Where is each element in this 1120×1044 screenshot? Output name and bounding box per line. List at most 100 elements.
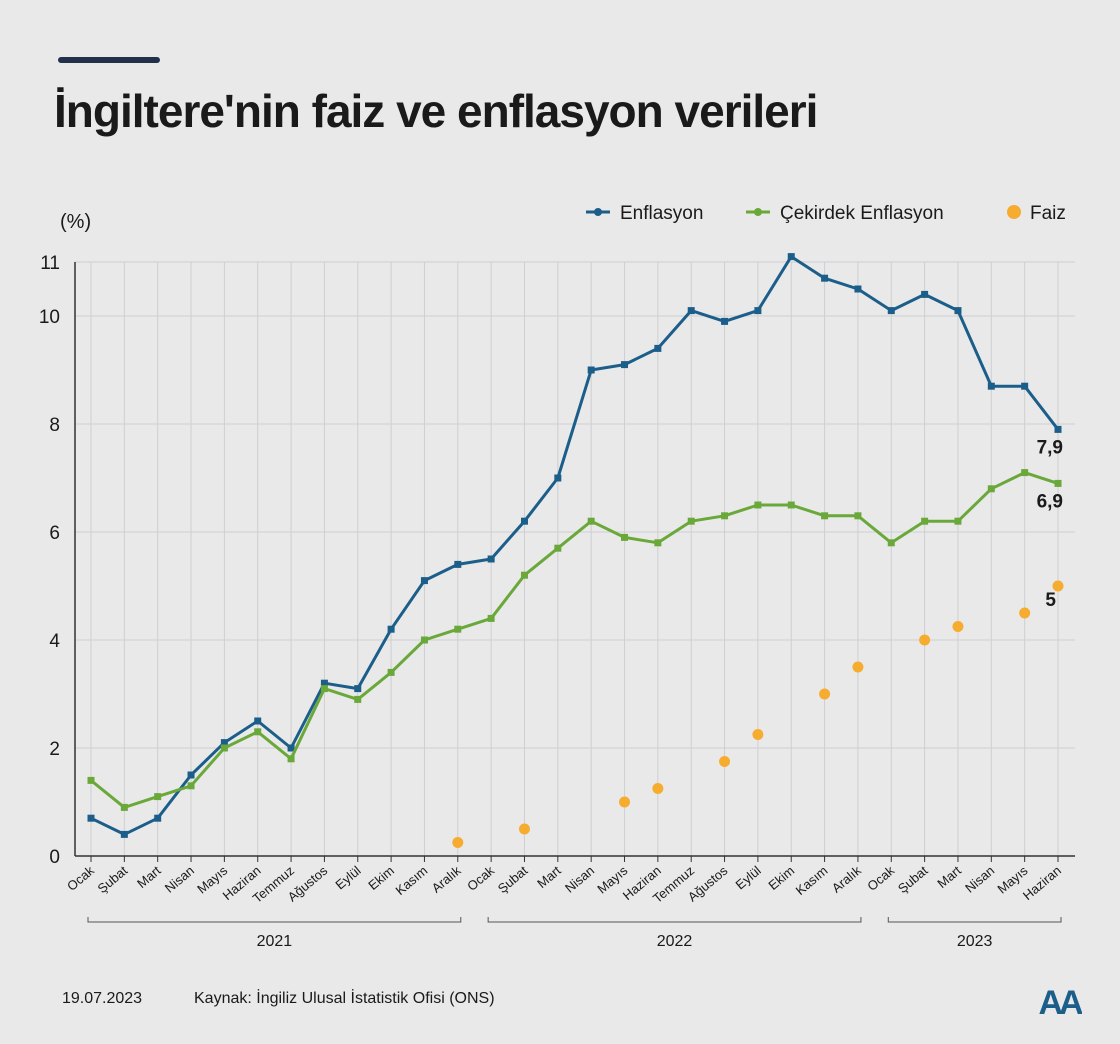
rate-dot <box>652 783 664 794</box>
data-point <box>454 625 462 633</box>
year-bracket <box>487 917 862 923</box>
x-tick-label: Şubat <box>95 863 131 897</box>
data-point <box>854 512 862 520</box>
data-point <box>487 555 495 563</box>
data-point <box>520 517 528 525</box>
data-point <box>287 744 295 752</box>
data-point <box>1054 425 1062 433</box>
data-point <box>754 307 762 315</box>
data-point <box>854 285 862 293</box>
data-point <box>87 814 95 822</box>
data-point <box>1021 469 1029 477</box>
page-title: İngiltere'nin faiz ve enflasyon verileri <box>54 85 818 137</box>
rate-dot <box>752 729 764 740</box>
data-point <box>887 307 895 315</box>
data-point <box>387 625 395 633</box>
rate-dot <box>919 634 931 646</box>
y-tick-label: 8 <box>49 415 60 436</box>
rate-dot <box>819 688 831 700</box>
data-point <box>220 744 228 752</box>
x-tick-label: Nisan <box>562 863 597 896</box>
legend-swatch-marker <box>754 208 762 216</box>
y-tick-label: 2 <box>49 739 60 760</box>
data-point <box>387 668 395 676</box>
data-point <box>954 517 962 525</box>
data-point <box>721 512 729 520</box>
data-point <box>520 571 528 579</box>
data-point <box>887 539 895 547</box>
accent-bar <box>58 57 160 63</box>
data-point <box>987 485 995 493</box>
data-point <box>154 793 162 801</box>
data-point <box>621 361 629 369</box>
data-point <box>921 517 929 525</box>
aa-logo: AA <box>1038 984 1082 1020</box>
rate-dot <box>1052 580 1064 592</box>
data-point <box>554 544 562 552</box>
data-point <box>754 501 762 509</box>
legend-label: Enflasyon <box>620 203 703 224</box>
data-point <box>987 382 995 390</box>
series-line-1 <box>90 471 1059 809</box>
data-point <box>254 728 262 736</box>
data-point <box>87 776 95 784</box>
legend-label: Çekirdek Enflasyon <box>780 203 944 224</box>
data-point <box>154 814 162 822</box>
x-tick-label: Nisan <box>162 863 197 896</box>
legend-swatch-marker <box>594 208 602 216</box>
rate-dot <box>452 837 464 848</box>
legend-swatch-dot <box>1007 205 1021 219</box>
data-point <box>420 577 428 585</box>
data-point <box>787 501 795 509</box>
data-point <box>821 274 829 282</box>
x-tick-label: Haziran <box>1020 863 1064 903</box>
rate-dot <box>719 756 731 767</box>
data-point <box>220 739 228 747</box>
data-point <box>721 317 729 325</box>
x-tick-label: Aralık <box>429 862 464 895</box>
data-point <box>320 679 328 687</box>
data-point <box>454 560 462 568</box>
year-bracket <box>87 917 462 923</box>
year-label: 2023 <box>957 933 993 950</box>
data-point <box>320 685 328 693</box>
data-point <box>687 517 695 525</box>
data-point <box>921 290 929 298</box>
legend-label: Faiz <box>1030 203 1066 224</box>
x-tick-label: Nisan <box>962 863 997 896</box>
data-point <box>354 695 362 703</box>
data-point <box>1021 382 1029 390</box>
data-point <box>187 782 195 790</box>
data-point <box>420 636 428 644</box>
data-point <box>187 771 195 779</box>
data-point <box>487 614 495 622</box>
series-line-0 <box>90 255 1060 836</box>
data-point <box>654 539 662 547</box>
x-tick-label: Ekim <box>765 863 797 893</box>
x-tick-label: Ocak <box>464 862 497 893</box>
aa-logo-text: AA <box>1038 984 1082 1020</box>
data-point <box>120 830 128 838</box>
data-point <box>587 517 595 525</box>
x-tick-label: Eylül <box>733 863 764 893</box>
end-label: 5 <box>1045 590 1056 611</box>
rate-dot <box>518 823 530 835</box>
data-point <box>354 685 362 693</box>
y-tick-label: 0 <box>49 847 60 868</box>
rate-dot <box>1019 607 1031 619</box>
data-point <box>1054 479 1062 487</box>
year-label: 2022 <box>657 933 693 950</box>
x-tick-label: Şubat <box>495 863 531 897</box>
data-point <box>120 803 128 811</box>
y-tick-label: 11 <box>40 253 60 274</box>
x-tick-label: Kasım <box>393 863 431 898</box>
x-tick-label: Ocak <box>64 862 97 893</box>
footer-source: Kaynak: İngiliz Ulusal İstatistik Ofisi … <box>194 990 495 1007</box>
y-axis-label: (%) <box>60 211 91 233</box>
year-bracket <box>887 917 1062 923</box>
x-tick-label: Aralık <box>829 862 864 895</box>
rate-dot <box>952 621 964 632</box>
x-tick-label: Şubat <box>895 863 931 897</box>
end-label: 7,9 <box>1037 437 1063 458</box>
